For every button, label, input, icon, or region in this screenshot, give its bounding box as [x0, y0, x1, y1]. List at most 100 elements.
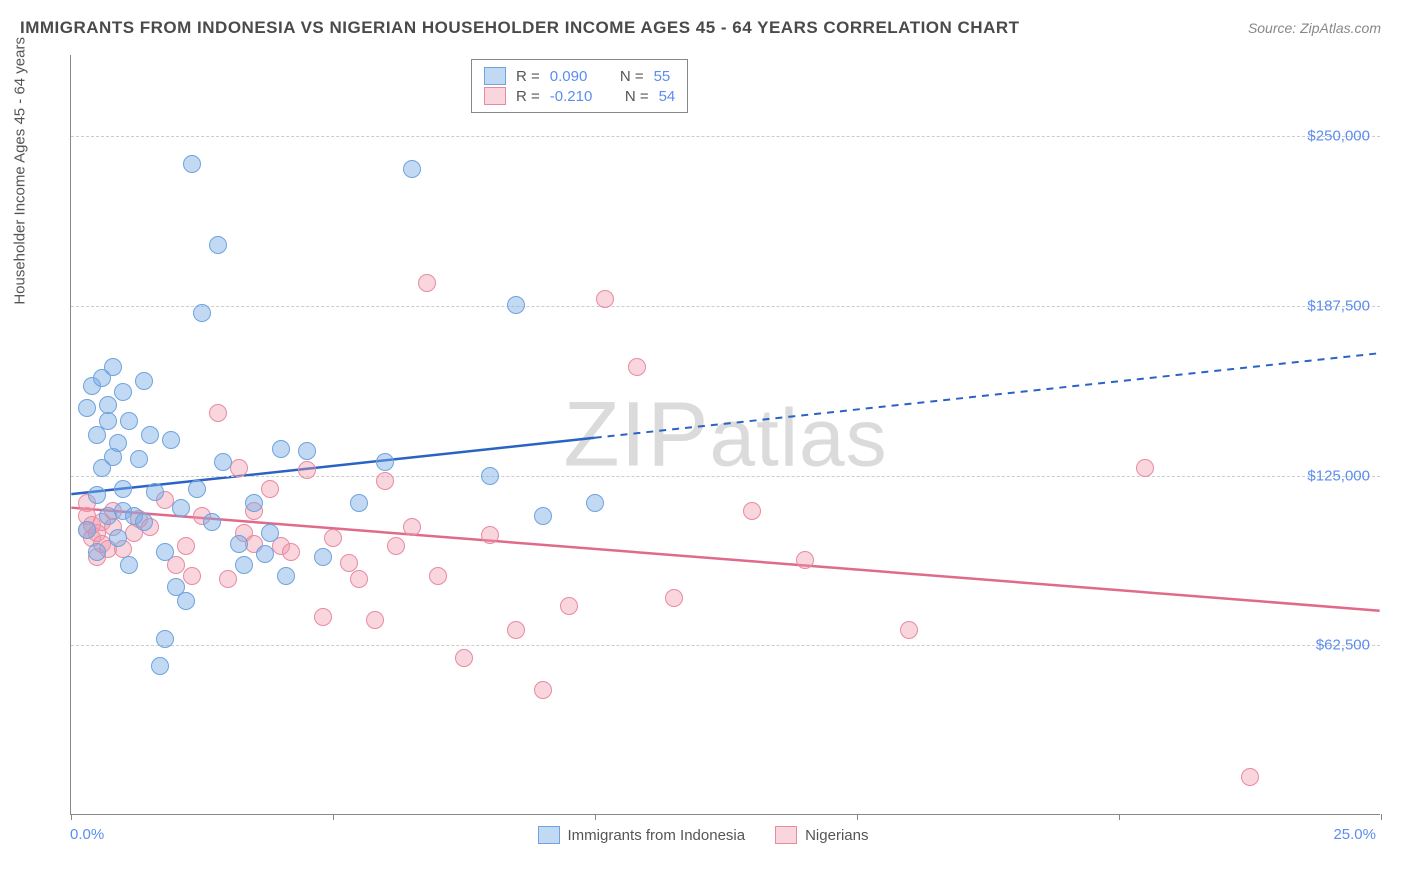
legend-series-label: Nigerians [805, 827, 868, 844]
scatter-point-a [146, 483, 164, 501]
grid-line [71, 645, 1380, 646]
scatter-point-a [188, 480, 206, 498]
scatter-point-b [177, 537, 195, 555]
correlation-legend: R = 0.090 N = 55R = -0.210 N = 54 [471, 59, 688, 113]
grid-line [71, 306, 1380, 307]
x-tick [1119, 814, 1120, 820]
grid-line [71, 136, 1380, 137]
legend-r-label: R = [516, 68, 540, 85]
scatter-point-a [298, 442, 316, 460]
y-axis-title: Householder Income Ages 45 - 64 years [12, 37, 29, 305]
x-tick [1381, 814, 1382, 820]
scatter-point-b [418, 274, 436, 292]
scatter-point-a [135, 372, 153, 390]
legend-swatch [484, 87, 506, 105]
scatter-point-a [172, 499, 190, 517]
scatter-point-b [1241, 768, 1259, 786]
plot-area: ZIPatlas R = 0.090 N = 55R = -0.210 N = … [70, 55, 1380, 815]
legend-n-label: N = [625, 88, 649, 105]
scatter-point-a [130, 450, 148, 468]
scatter-point-a [99, 396, 117, 414]
scatter-point-b [282, 543, 300, 561]
scatter-point-a [586, 494, 604, 512]
scatter-point-b [560, 597, 578, 615]
x-tick [595, 814, 596, 820]
scatter-point-b [596, 290, 614, 308]
scatter-point-a [507, 296, 525, 314]
y-tick-label: $187,500 [1307, 298, 1370, 315]
scatter-point-a [177, 592, 195, 610]
scatter-point-a [114, 383, 132, 401]
scatter-point-a [120, 556, 138, 574]
scatter-point-b [628, 358, 646, 376]
scatter-point-b [665, 589, 683, 607]
scatter-point-b [387, 537, 405, 555]
scatter-point-b [366, 611, 384, 629]
scatter-point-a [203, 513, 221, 531]
scatter-point-a [78, 399, 96, 417]
scatter-point-b [324, 529, 342, 547]
scatter-point-b [230, 459, 248, 477]
chart-title: IMMIGRANTS FROM INDONESIA VS NIGERIAN HO… [20, 18, 1020, 38]
scatter-point-b [261, 480, 279, 498]
scatter-point-a [135, 513, 153, 531]
trend-lines-svg [71, 55, 1380, 814]
scatter-point-b [350, 570, 368, 588]
scatter-point-a [235, 556, 253, 574]
legend-n-value: 54 [659, 88, 676, 105]
scatter-point-a [534, 507, 552, 525]
legend-r-label: R = [516, 88, 540, 105]
x-tick [333, 814, 334, 820]
scatter-point-b [209, 404, 227, 422]
y-tick-label: $62,500 [1316, 637, 1370, 654]
scatter-point-a [156, 630, 174, 648]
scatter-point-a [183, 155, 201, 173]
scatter-point-a [104, 358, 122, 376]
scatter-point-a [193, 304, 211, 322]
scatter-point-a [78, 521, 96, 539]
scatter-point-a [350, 494, 368, 512]
scatter-point-b [429, 567, 447, 585]
scatter-point-b [314, 608, 332, 626]
watermark: ZIPatlas [563, 382, 887, 487]
scatter-point-a [403, 160, 421, 178]
scatter-point-a [99, 412, 117, 430]
series-legend: Immigrants from IndonesiaNigerians [0, 826, 1406, 848]
scatter-point-a [88, 543, 106, 561]
y-tick-label: $125,000 [1307, 467, 1370, 484]
scatter-point-a [114, 480, 132, 498]
scatter-point-a [230, 535, 248, 553]
scatter-point-b [1136, 459, 1154, 477]
scatter-point-a [156, 543, 174, 561]
scatter-point-b [298, 461, 316, 479]
scatter-point-b [183, 567, 201, 585]
scatter-point-b [340, 554, 358, 572]
y-tick-label: $250,000 [1307, 128, 1370, 145]
scatter-point-a [376, 453, 394, 471]
scatter-point-a [162, 431, 180, 449]
grid-line [71, 476, 1380, 477]
scatter-point-a [141, 426, 159, 444]
legend-swatch [775, 826, 797, 844]
scatter-point-a [481, 467, 499, 485]
scatter-point-a [214, 453, 232, 471]
scatter-point-b [900, 621, 918, 639]
source-label: Source: ZipAtlas.com [1248, 20, 1381, 36]
scatter-point-b [507, 621, 525, 639]
scatter-point-b [534, 681, 552, 699]
scatter-point-a [120, 412, 138, 430]
legend-swatch [538, 826, 560, 844]
scatter-point-a [272, 440, 290, 458]
scatter-point-b [403, 518, 421, 536]
scatter-point-b [219, 570, 237, 588]
scatter-point-a [88, 486, 106, 504]
scatter-point-a [151, 657, 169, 675]
scatter-point-a [245, 494, 263, 512]
legend-r-value: 0.090 [550, 68, 588, 85]
legend-n-label: N = [620, 68, 644, 85]
scatter-point-b [796, 551, 814, 569]
legend-swatch [484, 67, 506, 85]
scatter-point-b [481, 526, 499, 544]
scatter-point-a [109, 529, 127, 547]
scatter-point-a [109, 434, 127, 452]
